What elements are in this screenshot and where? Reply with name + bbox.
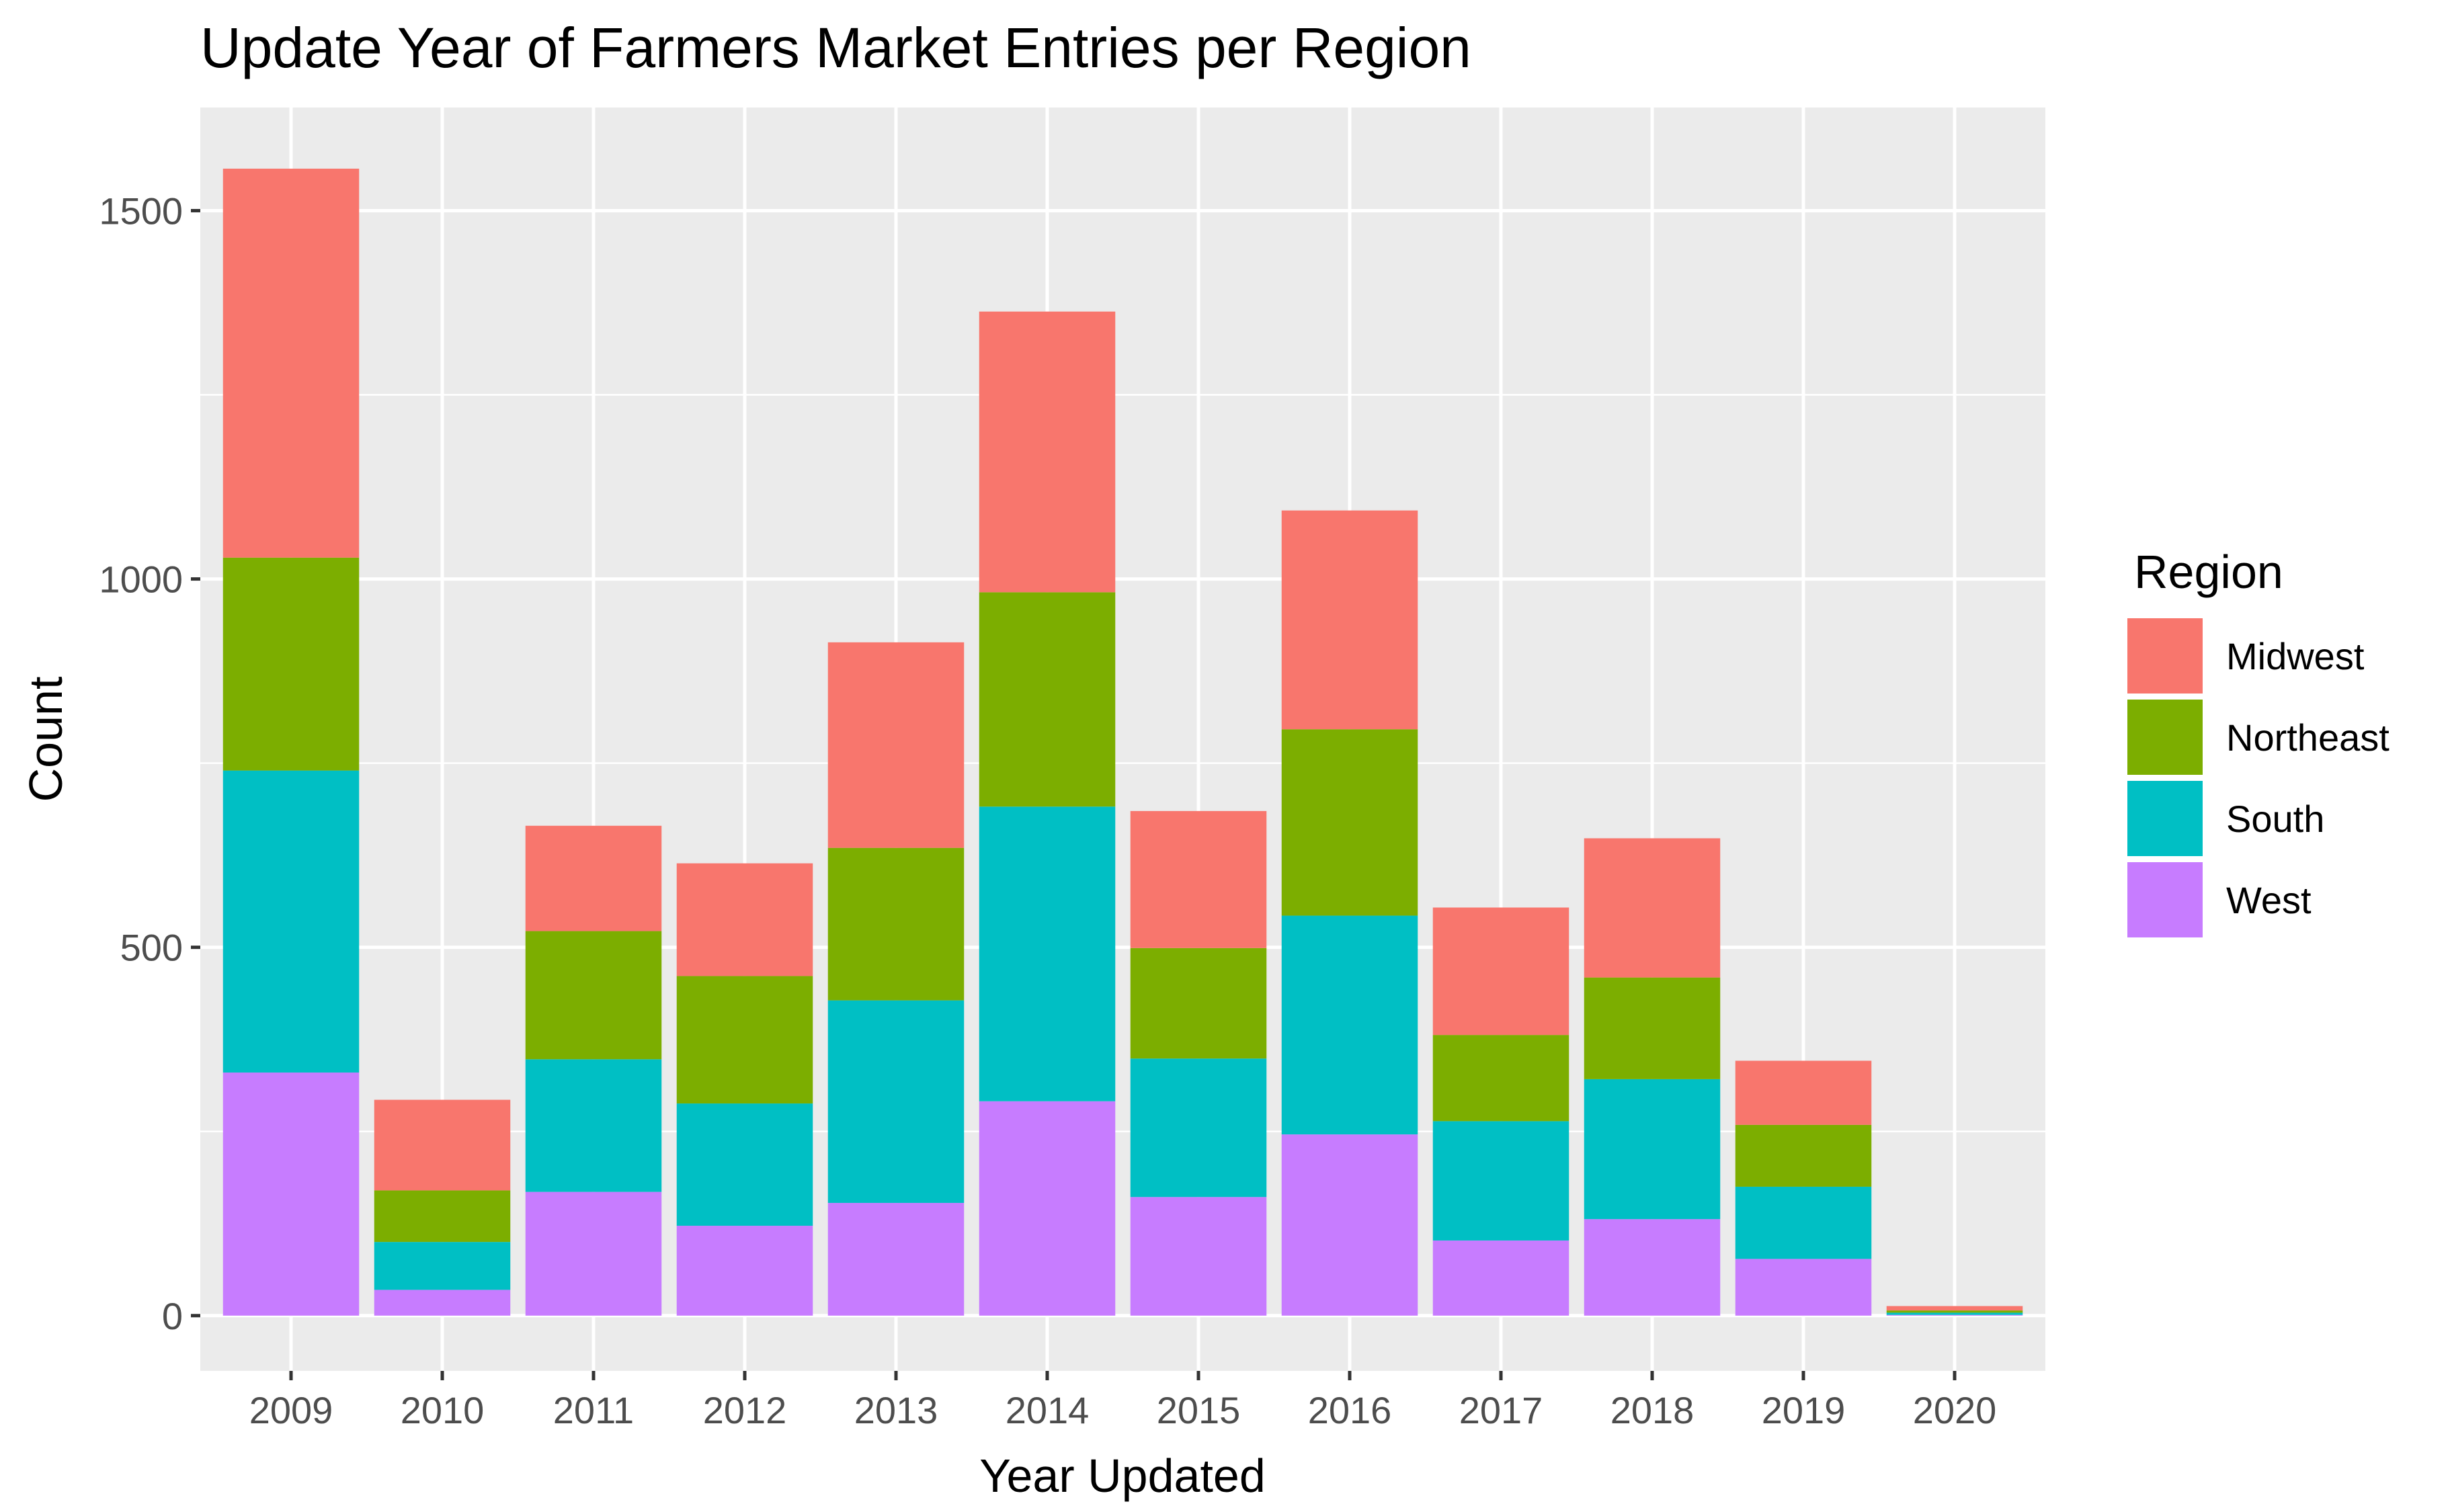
y-tick-label: 1000 [99,558,183,601]
bar-northeast-2016 [1281,729,1418,916]
bar-west-2017 [1432,1240,1569,1316]
legend: Region Midwest Northeast South West [2127,546,2390,937]
bar-midwest-2011 [525,825,662,931]
bar-northeast-2018 [1584,977,1721,1079]
bar-midwest-2016 [1281,510,1418,730]
bar-northeast-2019 [1735,1124,1872,1187]
y-axis: 0 500 1000 1500 [99,190,200,1337]
bar-northeast-2015 [1130,948,1267,1059]
bar-midwest-2009 [222,168,360,558]
chart-title: Update Year of Farmers Market Entries pe… [200,16,1471,79]
legend-key-south [2127,781,2203,856]
bar-west-2012 [676,1226,813,1316]
bar-northeast-2010 [374,1190,511,1243]
bar-west-2014 [979,1101,1116,1316]
bar-south-2016 [1281,915,1418,1135]
legend-key-midwest [2127,618,2203,694]
bar-midwest-2019 [1735,1060,1872,1125]
legend-key-west [2127,862,2203,937]
bar-south-2011 [525,1059,662,1192]
bar-west-2020 [1886,1314,2023,1316]
bar-west-2009 [222,1073,360,1316]
legend-title: Region [2134,546,2283,598]
x-tick-label: 2013 [854,1389,938,1431]
x-axis-title: Year Updated [979,1450,1266,1502]
bar-northeast-2017 [1432,1035,1569,1122]
bar-south-2019 [1735,1186,1872,1259]
legend-label-south: South [2226,798,2324,840]
y-tick-label: 500 [120,927,183,969]
x-tick-label: 2019 [1762,1389,1846,1431]
x-tick-label: 2017 [1459,1389,1543,1431]
bar-midwest-2018 [1584,838,1721,978]
x-tick-label: 2011 [553,1389,634,1431]
bar-midwest-2010 [374,1099,511,1191]
bar-northeast-2020 [1886,1310,2023,1313]
x-tick-label: 2009 [249,1389,333,1431]
bar-south-2014 [979,806,1116,1101]
bar-south-2012 [676,1103,813,1226]
bar-south-2013 [827,1000,965,1204]
bar-west-2011 [525,1191,662,1316]
x-axis: 2009 2010 2011 2012 2013 2014 2015 2016 2017 2018… [249,1371,1997,1431]
legend-key-northeast [2127,700,2203,775]
bar-south-2020 [1886,1312,2023,1315]
bar-midwest-2014 [979,311,1116,593]
x-tick-label: 2020 [1913,1389,1997,1431]
x-tick-label: 2018 [1610,1389,1694,1431]
bar-northeast-2012 [676,976,813,1104]
x-tick-label: 2012 [703,1389,787,1431]
bar-south-2018 [1584,1079,1721,1220]
bar-midwest-2017 [1432,907,1569,1036]
legend-label-west: West [2226,879,2312,921]
bar-west-2016 [1281,1134,1418,1316]
bar-northeast-2009 [222,557,360,771]
bar-midwest-2013 [827,642,965,848]
bar-west-2010 [374,1290,511,1316]
x-tick-label: 2015 [1157,1389,1241,1431]
bar-northeast-2014 [979,592,1116,807]
y-tick-label: 0 [162,1295,183,1337]
bar-south-2010 [374,1242,511,1290]
bar-northeast-2013 [827,847,965,1001]
bar-west-2018 [1584,1219,1721,1316]
bar-west-2013 [827,1203,965,1316]
legend-label-midwest: Midwest [2226,635,2365,677]
bar-west-2019 [1735,1259,1872,1316]
bar-south-2015 [1130,1058,1267,1198]
bar-south-2017 [1432,1121,1569,1241]
x-tick-label: 2010 [401,1389,485,1431]
x-tick-label: 2014 [1006,1389,1090,1431]
bar-south-2009 [222,770,360,1073]
x-tick-label: 2016 [1308,1389,1392,1431]
y-axis-title: Count [19,677,72,802]
bar-west-2015 [1130,1197,1267,1316]
y-tick-label: 1500 [99,190,183,232]
bar-midwest-2020 [1886,1306,2023,1311]
legend-label-northeast: Northeast [2226,716,2390,759]
bar-midwest-2012 [676,863,813,976]
bar-northeast-2011 [525,931,662,1060]
bars [222,168,2023,1316]
bar-midwest-2015 [1130,810,1267,948]
